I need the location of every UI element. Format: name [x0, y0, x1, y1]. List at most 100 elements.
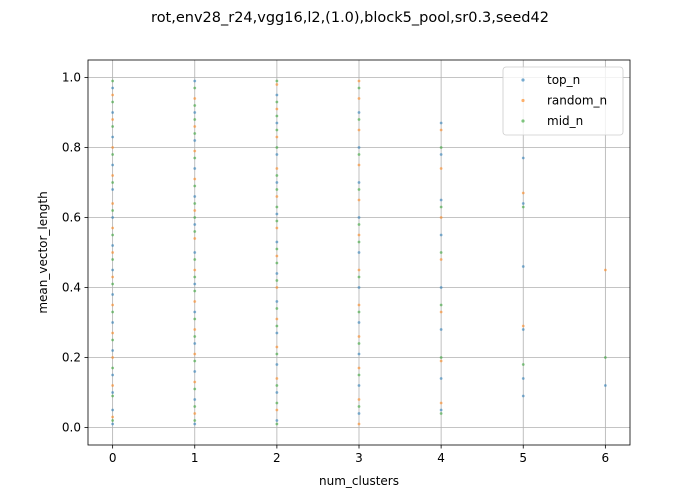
data-point-mid_n — [193, 184, 197, 188]
data-point-top_n — [603, 384, 607, 387]
data-point-random_n — [275, 345, 279, 349]
data-point-mid_n — [111, 338, 115, 342]
series-top_n — [111, 79, 607, 426]
series-random_n — [111, 79, 607, 426]
data-point-mid_n — [439, 356, 443, 359]
data-point-top_n — [521, 328, 525, 331]
x-tick-label: 1 — [191, 451, 199, 465]
data-point-top_n — [275, 391, 279, 394]
data-point-random_n — [357, 303, 361, 307]
data-point-top_n — [439, 377, 443, 380]
data-point-random_n — [357, 233, 361, 237]
data-point-top_n — [521, 156, 525, 160]
legend-marker — [521, 78, 525, 82]
legend-item-mid_n: mid_n — [521, 114, 583, 128]
data-point-random_n — [111, 275, 115, 279]
data-point-mid_n — [439, 251, 443, 254]
data-point-mid_n — [193, 258, 197, 261]
data-point-top_n — [439, 153, 443, 156]
data-point-random_n — [193, 300, 197, 303]
data-point-mid_n — [439, 205, 443, 209]
data-point-random_n — [357, 422, 361, 426]
data-point-random_n — [111, 93, 115, 97]
x-tick-label: 0 — [109, 451, 117, 465]
data-point-top_n — [357, 384, 361, 387]
data-point-top_n — [193, 251, 197, 254]
data-point-top_n — [193, 398, 197, 401]
data-point-mid_n — [275, 352, 279, 356]
data-point-random_n — [357, 198, 361, 202]
data-point-top_n — [193, 342, 197, 345]
data-point-top_n — [193, 195, 197, 198]
legend-item-top_n: top_n — [521, 73, 580, 87]
data-point-mid_n — [275, 100, 279, 104]
data-point-top_n — [275, 240, 279, 244]
data-point-mid_n — [439, 412, 443, 415]
data-point-random_n — [111, 303, 115, 307]
data-point-random_n — [111, 202, 115, 205]
data-point-random_n — [111, 251, 115, 254]
data-point-mid_n — [357, 373, 361, 377]
data-point-top_n — [111, 373, 115, 377]
data-point-random_n — [111, 118, 115, 121]
data-point-random_n — [275, 254, 279, 258]
data-point-mid_n — [275, 114, 279, 118]
data-point-random_n — [193, 209, 197, 212]
data-point-random_n — [439, 310, 443, 314]
data-point-top_n — [193, 111, 197, 114]
data-point-top_n — [193, 167, 197, 170]
data-point-random_n — [193, 268, 197, 272]
data-point-random_n — [275, 317, 279, 321]
data-point-mid_n — [275, 188, 279, 191]
data-point-mid_n — [521, 363, 525, 366]
legend-box — [502, 66, 624, 136]
data-point-mid_n — [111, 153, 115, 156]
data-point-mid_n — [193, 335, 197, 338]
legend-marker — [521, 119, 525, 123]
data-point-random_n — [439, 258, 443, 261]
data-point-random_n — [111, 356, 115, 359]
data-point-mid_n — [111, 181, 115, 184]
data-point-top_n — [275, 212, 279, 216]
y-axis-label: mean_vector_length — [36, 191, 50, 313]
data-point-top_n — [193, 223, 197, 226]
data-point-random_n — [275, 83, 279, 86]
data-point-top_n — [111, 188, 115, 191]
data-point-mid_n — [603, 356, 607, 359]
data-point-mid_n — [193, 317, 197, 321]
data-point-top_n — [275, 121, 279, 125]
data-point-mid_n — [357, 275, 361, 279]
data-point-random_n — [111, 331, 115, 335]
data-point-top_n — [111, 216, 115, 219]
legend-item-random_n: random_n — [521, 94, 607, 108]
x-tick-label: 6 — [602, 451, 610, 465]
data-point-top_n — [111, 268, 115, 272]
data-point-random_n — [111, 415, 115, 419]
data-point-random_n — [275, 107, 279, 111]
data-point-top_n — [357, 181, 361, 184]
data-point-top_n — [357, 146, 361, 149]
data-point-mid_n — [275, 384, 279, 387]
data-point-random_n — [275, 377, 279, 380]
data-point-mid_n — [111, 419, 115, 422]
data-point-top_n — [193, 370, 197, 373]
data-point-mid_n — [193, 359, 197, 363]
data-point-mid_n — [111, 233, 115, 237]
data-point-top_n — [275, 363, 279, 366]
data-point-random_n — [193, 380, 197, 384]
data-point-mid_n — [275, 219, 279, 223]
data-point-top_n — [193, 139, 197, 142]
data-point-mid_n — [275, 401, 279, 405]
data-point-top_n — [111, 163, 115, 167]
y-axis-ticks: 0.0 0.2 0.4 0.6 0.8 1.0 — [62, 71, 88, 435]
data-point-top_n — [111, 244, 115, 247]
x-axis-label: num_clusters — [319, 474, 399, 488]
data-point-top_n — [521, 394, 525, 398]
data-point-mid_n — [111, 209, 115, 212]
data-point-top_n — [275, 93, 279, 97]
x-axis-ticks: 0 1 2 3 4 5 6 — [109, 445, 609, 465]
data-point-top_n — [357, 352, 361, 356]
data-point-random_n — [521, 191, 525, 195]
data-point-top_n — [111, 293, 115, 296]
data-point-random_n — [357, 335, 361, 338]
